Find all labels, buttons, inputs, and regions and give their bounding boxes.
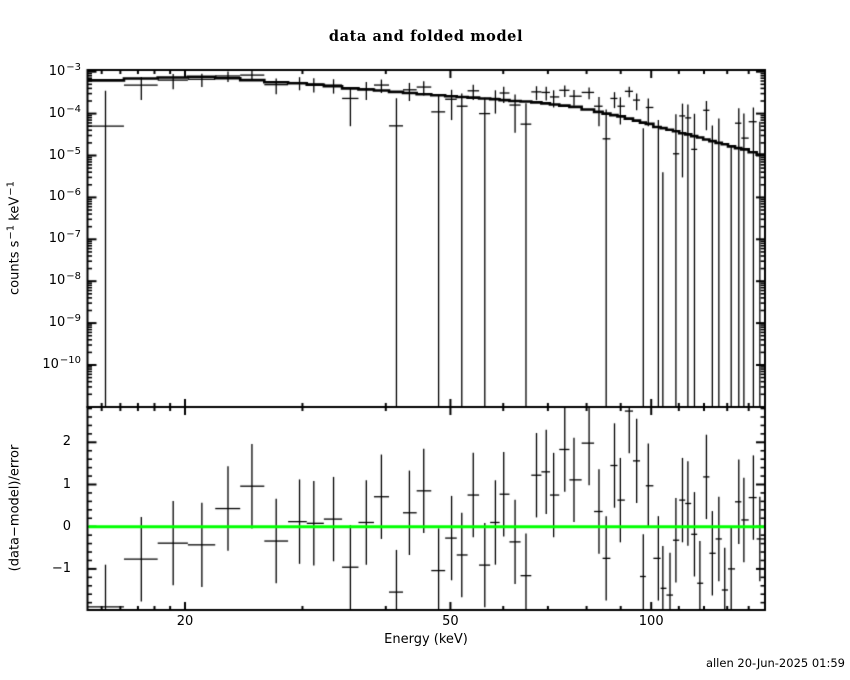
y-tick-label-residuals: 1: [62, 476, 71, 492]
x-tick-label: 50: [442, 614, 459, 629]
y-tick-label-residuals: 0: [62, 518, 71, 534]
exponent: −8: [66, 271, 81, 283]
y-axis-label-residuals: (data−model)/error: [7, 444, 23, 572]
timestamp-label: allen 20-Jun-2025 01:59: [705, 656, 845, 670]
x-tick-label: 100: [638, 614, 664, 629]
y-tick-label-counts: 10−8: [48, 271, 81, 289]
exponent: −7: [66, 229, 81, 241]
exponent: −5: [66, 145, 81, 157]
y-tick-label-counts: 10−9: [48, 313, 81, 331]
chart-title: data and folded model: [328, 28, 524, 45]
y-tick-label-counts: 10−5: [48, 145, 81, 163]
y-tick-label-counts: 10−6: [48, 187, 81, 205]
y-tick-label-counts: 10−4: [48, 103, 81, 121]
exponent: −3: [66, 61, 81, 73]
y-tick-label-residuals: 2: [62, 434, 71, 450]
y-tick-label-counts: 10−10: [42, 355, 81, 372]
x-axis-label: Energy (keV): [384, 632, 468, 647]
y-tick-label-counts: 10−3: [48, 61, 81, 79]
exponent: −9: [66, 313, 81, 325]
exponent: −6: [66, 187, 81, 199]
x-tick-label: 20: [176, 614, 194, 629]
exponent: −10: [59, 355, 81, 366]
exponent: −4: [66, 103, 81, 115]
y-tick-label-residuals: −1: [51, 560, 71, 576]
y-tick-label-counts: 10−7: [48, 229, 81, 247]
